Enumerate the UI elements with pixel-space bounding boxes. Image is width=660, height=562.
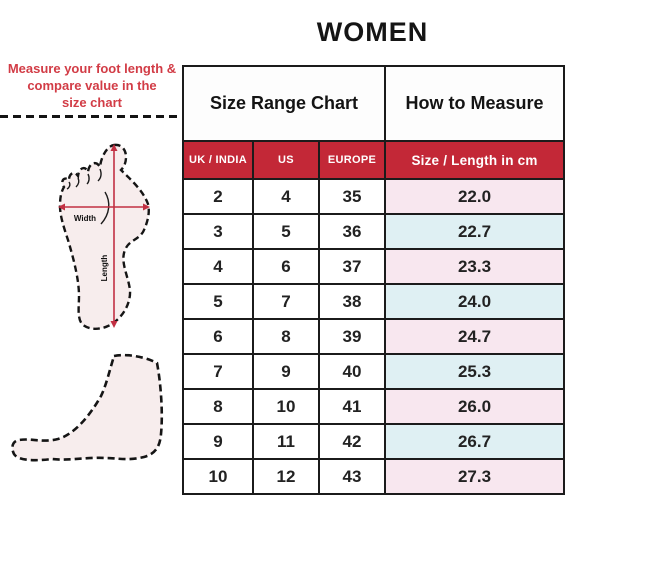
length-cell: 27.3	[384, 458, 565, 495]
size-cell: 6	[252, 248, 320, 285]
instruction-line: compare value in the	[27, 77, 157, 93]
foot-side-illustration	[11, 353, 164, 462]
length-cell: 23.3	[384, 248, 565, 285]
size-cell: 36	[318, 213, 386, 250]
size-cell: 43	[318, 458, 386, 495]
table-row: 3 5 36 22.7	[182, 213, 565, 250]
table-row: 10 12 43 27.3	[182, 458, 565, 495]
foot-side-outline	[11, 353, 164, 462]
size-cell: 5	[252, 213, 320, 250]
length-arrow	[110, 144, 118, 328]
col-header-us: US	[252, 140, 320, 180]
toe-creases	[66, 168, 110, 225]
size-cell: 39	[318, 318, 386, 355]
size-cell: 8	[252, 318, 320, 355]
table-row: 6 8 39 24.7	[182, 318, 565, 355]
size-cell: 7	[252, 283, 320, 320]
size-cell: 35	[318, 178, 386, 215]
size-cell: 9	[182, 423, 254, 460]
size-cell: 41	[318, 388, 386, 425]
size-cell: 42	[318, 423, 386, 460]
length-cell: 22.7	[384, 213, 565, 250]
length-cell: 24.0	[384, 283, 565, 320]
length-cell: 26.0	[384, 388, 565, 425]
size-cell: 11	[252, 423, 320, 460]
instruction-line: Measure your foot length &	[7, 61, 177, 76]
table-row: 2 4 35 22.0	[182, 178, 565, 215]
width-arrow	[58, 203, 150, 211]
table-row: 9 11 42 26.7	[182, 423, 565, 460]
table-row: 7 9 40 25.3	[182, 353, 565, 390]
table-row: 4 6 37 23.3	[182, 248, 565, 285]
length-label: Length	[100, 255, 109, 282]
size-cell: 10	[182, 458, 254, 495]
col-header-size-length: Size / Length in cm	[384, 140, 565, 180]
footprint-illustration: Width Length	[58, 143, 150, 330]
size-cell: 8	[182, 388, 254, 425]
table-group-header-row: Size Range Chart How to Measure	[182, 65, 565, 142]
length-cell: 22.0	[384, 178, 565, 215]
size-cell: 4	[182, 248, 254, 285]
length-cell: 24.7	[384, 318, 565, 355]
dashed-divider	[0, 115, 184, 118]
size-table: Size Range Chart How to Measure UK / IND…	[182, 65, 565, 495]
size-cell: 2	[182, 178, 254, 215]
page-title: WOMEN	[316, 17, 429, 47]
length-cell: 25.3	[384, 353, 565, 390]
size-cell: 10	[252, 388, 320, 425]
length-cell: 26.7	[384, 423, 565, 460]
group-header-size-range: Size Range Chart	[182, 65, 386, 142]
size-cell: 40	[318, 353, 386, 390]
size-cell: 4	[252, 178, 320, 215]
col-header-uk-india: UK / INDIA	[182, 140, 254, 180]
table-column-header-row: UK / INDIA US EUROPE Size / Length in cm	[182, 140, 565, 180]
width-label: Width	[74, 214, 96, 223]
footprint-outline	[58, 143, 150, 330]
size-cell: 5	[182, 283, 254, 320]
instruction-line: size chart	[62, 94, 122, 110]
size-cell: 38	[318, 283, 386, 320]
measure-instruction: Measure your foot length & compare value…	[2, 61, 182, 112]
group-header-how-to-measure: How to Measure	[384, 65, 565, 142]
size-cell: 9	[252, 353, 320, 390]
size-cell: 7	[182, 353, 254, 390]
size-cell: 37	[318, 248, 386, 285]
table-row: 8 10 41 26.0	[182, 388, 565, 425]
size-cell: 12	[252, 458, 320, 495]
table-row: 5 7 38 24.0	[182, 283, 565, 320]
size-cell: 3	[182, 213, 254, 250]
col-header-europe: EUROPE	[318, 140, 386, 180]
size-cell: 6	[182, 318, 254, 355]
